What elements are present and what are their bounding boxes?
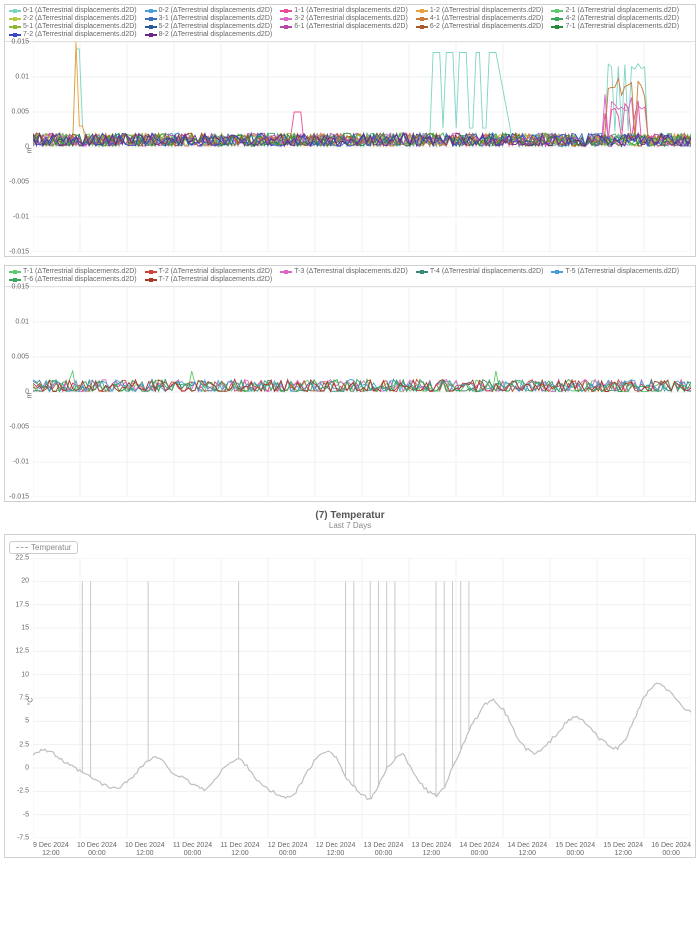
legend-item[interactable]: 3-1 (ΔTerrestrial displacements.d2D) [145, 15, 273, 22]
legend-item[interactable]: 4-2 (ΔTerrestrial displacements.d2D) [551, 15, 679, 22]
legend-item[interactable]: 4-1 (ΔTerrestrial displacements.d2D) [416, 15, 544, 22]
x-tick: 15 Dec 202400:00 [555, 842, 595, 857]
legend-item[interactable]: T-7 (ΔTerrestrial displacements.d2D) [145, 276, 273, 283]
x-tick: 16 Dec 202400:00 [651, 842, 691, 857]
legend-item[interactable]: T-2 (ΔTerrestrial displacements.d2D) [145, 268, 273, 275]
x-tick: 10 Dec 202400:00 [77, 842, 117, 857]
x-tick: 13 Dec 202412:00 [412, 842, 452, 857]
legend-item[interactable]: T-5 (ΔTerrestrial displacements.d2D) [551, 268, 679, 275]
legend-item[interactable]: 2-1 (ΔTerrestrial displacements.d2D) [551, 7, 679, 14]
x-tick: 12 Dec 202400:00 [268, 842, 308, 857]
legend-item[interactable]: 1-1 (ΔTerrestrial displacements.d2D) [280, 7, 408, 14]
temperature-chart: Temperatur °C -7.5-5-2.502.557.51012.515… [4, 534, 696, 858]
chart3-yaxis: -7.5-5-2.502.557.51012.51517.52022.5 [5, 558, 31, 838]
chart3-subtitle: Last 7 Days [4, 521, 696, 530]
chart2-yaxis: -0.015-0.01-0.00500.0050.010.015 [5, 287, 31, 497]
legend-item[interactable]: T-3 (ΔTerrestrial displacements.d2D) [280, 268, 408, 275]
x-tick: 14 Dec 202400:00 [460, 842, 500, 857]
chart3-title: (7) Temperatur [4, 510, 696, 521]
chart3-legend-item[interactable]: Temperatur [9, 541, 78, 554]
legend-item[interactable]: 0-2 (ΔTerrestrial displacements.d2D) [145, 7, 273, 14]
legend-item[interactable]: 2-2 (ΔTerrestrial displacements.d2D) [9, 15, 137, 22]
legend-item[interactable]: 0-1 (ΔTerrestrial displacements.d2D) [9, 7, 137, 14]
x-tick: 13 Dec 202400:00 [364, 842, 404, 857]
legend-item[interactable]: 7-1 (ΔTerrestrial displacements.d2D) [551, 23, 679, 30]
legend-item[interactable]: T-6 (ΔTerrestrial displacements.d2D) [9, 276, 137, 283]
legend-item[interactable]: T-1 (ΔTerrestrial displacements.d2D) [9, 268, 137, 275]
chart2-legend: T-1 (ΔTerrestrial displacements.d2D) T-2 … [5, 266, 695, 287]
legend-item[interactable]: 3-2 (ΔTerrestrial displacements.d2D) [280, 15, 408, 22]
x-tick: 10 Dec 202412:00 [125, 842, 165, 857]
chart3-plot[interactable] [33, 558, 691, 838]
x-tick: 14 Dec 202412:00 [507, 842, 547, 857]
chart2-plot[interactable] [33, 287, 691, 497]
chart1-plot[interactable] [33, 42, 691, 252]
displacement-chart-1: 0-1 (ΔTerrestrial displacements.d2D) 0-2 … [4, 4, 696, 257]
chart1-yaxis: -0.015-0.01-0.00500.0050.010.015 [5, 42, 31, 252]
x-tick: 11 Dec 202400:00 [173, 842, 212, 857]
legend-item[interactable]: T-4 (ΔTerrestrial displacements.d2D) [416, 268, 544, 275]
legend-item[interactable]: 1-2 (ΔTerrestrial displacements.d2D) [416, 7, 544, 14]
displacement-chart-2: T-1 (ΔTerrestrial displacements.d2D) T-2 … [4, 265, 696, 502]
chart3-xaxis: 9 Dec 202412:00 10 Dec 202400:00 10 Dec 20… [33, 842, 691, 857]
legend-item[interactable]: 6-2 (ΔTerrestrial displacements.d2D) [416, 23, 544, 30]
legend-item[interactable]: 7-2 (ΔTerrestrial displacements.d2D) [9, 31, 137, 38]
legend-item[interactable]: 5-2 (ΔTerrestrial displacements.d2D) [145, 23, 273, 30]
legend-item[interactable]: 8-2 (ΔTerrestrial displacements.d2D) [145, 31, 273, 38]
legend-item[interactable]: 6-1 (ΔTerrestrial displacements.d2D) [280, 23, 408, 30]
x-tick: 12 Dec 202412:00 [316, 842, 356, 857]
chart1-legend: 0-1 (ΔTerrestrial displacements.d2D) 0-2 … [5, 5, 695, 42]
x-tick: 9 Dec 202412:00 [33, 842, 69, 857]
legend-item[interactable]: 5-1 (ΔTerrestrial displacements.d2D) [9, 23, 137, 30]
x-tick: 15 Dec 202412:00 [603, 842, 643, 857]
x-tick: 11 Dec 202412:00 [220, 842, 259, 857]
